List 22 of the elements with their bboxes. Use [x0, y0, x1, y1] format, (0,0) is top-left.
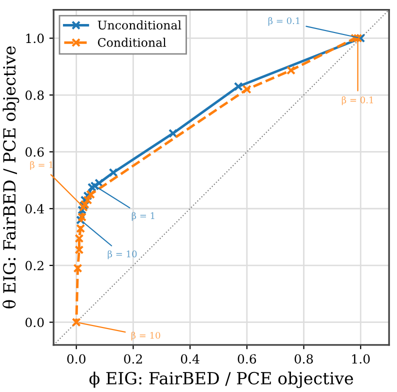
y-tick-label: 0.0	[26, 318, 44, 328]
x-axis-title: ϕ EIG: FairBED / PCE objective	[89, 372, 354, 388]
legend-label: Unconditional	[98, 20, 182, 30]
annotation: β = 10	[108, 250, 137, 260]
y-axis-title: θ EIG: FairBED / PCE objective	[2, 46, 20, 308]
x-tick-label: 0.2	[124, 354, 142, 364]
x-tick-label: 1.0	[352, 354, 370, 364]
legend-label: Conditional	[98, 38, 166, 47]
annotation: β = 1	[30, 161, 53, 170]
annotation: β = 0.1	[268, 17, 300, 26]
y-tick-label: 1.0	[26, 34, 44, 44]
y-tick-label: 0.8	[26, 90, 44, 100]
annotation: β = 10	[131, 332, 160, 341]
annotation: β = 1	[132, 212, 154, 221]
x-tick-label: 0.8	[294, 354, 313, 364]
y-tick-label: 0.2	[26, 260, 44, 270]
annotation: β = 0.1	[342, 96, 373, 106]
y-tick-label: 0.6	[26, 147, 44, 157]
x-tick-label: 0.4	[180, 354, 200, 364]
x-tick-label: 0.0	[67, 354, 86, 364]
x-tick-label: 0.6	[238, 354, 256, 364]
y-tick-label: 0.4	[26, 204, 44, 214]
